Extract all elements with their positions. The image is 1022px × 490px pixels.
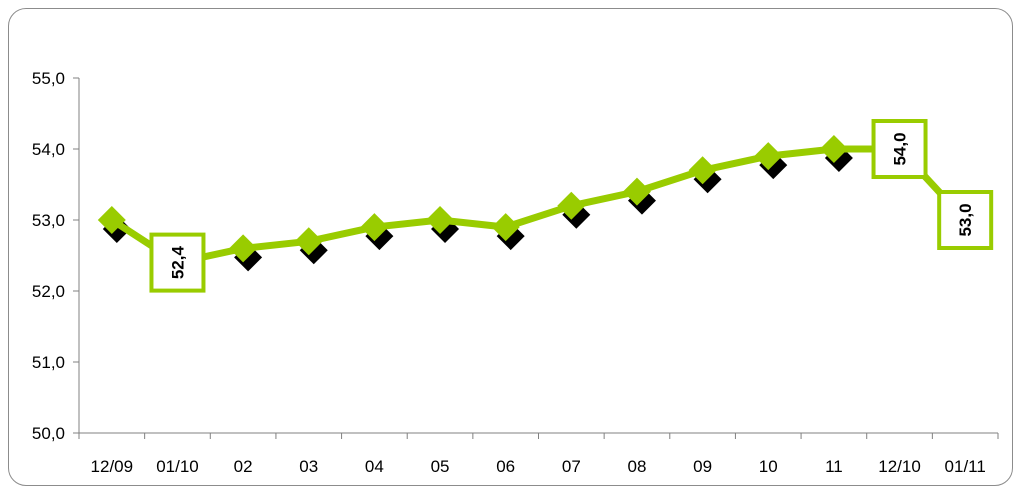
y-axis-ticks: 50,0 51,0 52,0 53,0 54,0 55,0 [32, 69, 79, 443]
data-label: 54,0 [871, 119, 928, 179]
data-labels: 52,4 54,0 53,0 [149, 119, 994, 293]
data-point-marker [688, 156, 717, 185]
x-tick-label: 02 [234, 457, 253, 476]
data-point-marker [97, 206, 126, 234]
data-label-box [937, 190, 994, 250]
x-tick-label: 12/09 [91, 457, 134, 476]
x-tick-label: 03 [299, 457, 318, 476]
x-tick-label: 12/10 [878, 457, 921, 476]
data-label-text: 53,0 [956, 203, 975, 236]
data-point-marker [754, 142, 783, 171]
data-label: 52,4 [149, 232, 206, 293]
x-tick-label: 06 [496, 457, 515, 476]
data-label: 53,0 [937, 190, 994, 250]
x-tick-label: 04 [365, 457, 384, 476]
y-tick-label: 53,0 [32, 211, 65, 230]
y-tick-label: 51,0 [32, 353, 65, 372]
data-label-box [871, 119, 928, 179]
x-tick-label: 01/10 [156, 457, 199, 476]
x-tick-label: 07 [562, 457, 581, 476]
x-tick-label: 08 [628, 457, 647, 476]
data-label-text: 52,4 [168, 246, 187, 280]
data-point-marker [294, 227, 323, 256]
x-tick-label: 09 [693, 457, 712, 476]
data-point-marker [426, 206, 455, 234]
y-tick-label: 55,0 [32, 69, 65, 88]
y-tick-label: 50,0 [32, 424, 65, 443]
x-tick-label: 05 [431, 457, 450, 476]
data-point-marker [491, 213, 520, 242]
y-tick-label: 54,0 [32, 140, 65, 159]
x-tick-label: 10 [759, 457, 778, 476]
y-tick-label: 52,0 [32, 282, 65, 301]
data-point-marker [557, 191, 586, 220]
x-axis-ticks: 12/09 01/10 02 03 04 05 06 07 08 09 10 11 12/10 01/11 [78, 433, 999, 476]
data-point-marker [819, 135, 848, 163]
data-point-marker [622, 177, 651, 206]
data-label-text: 54,0 [891, 132, 910, 165]
x-tick-label: 11 [825, 457, 843, 476]
data-label-box [149, 232, 206, 293]
data-point-marker [229, 234, 258, 263]
x-tick-label: 01/11 [945, 457, 986, 476]
data-point-marker [360, 213, 389, 242]
